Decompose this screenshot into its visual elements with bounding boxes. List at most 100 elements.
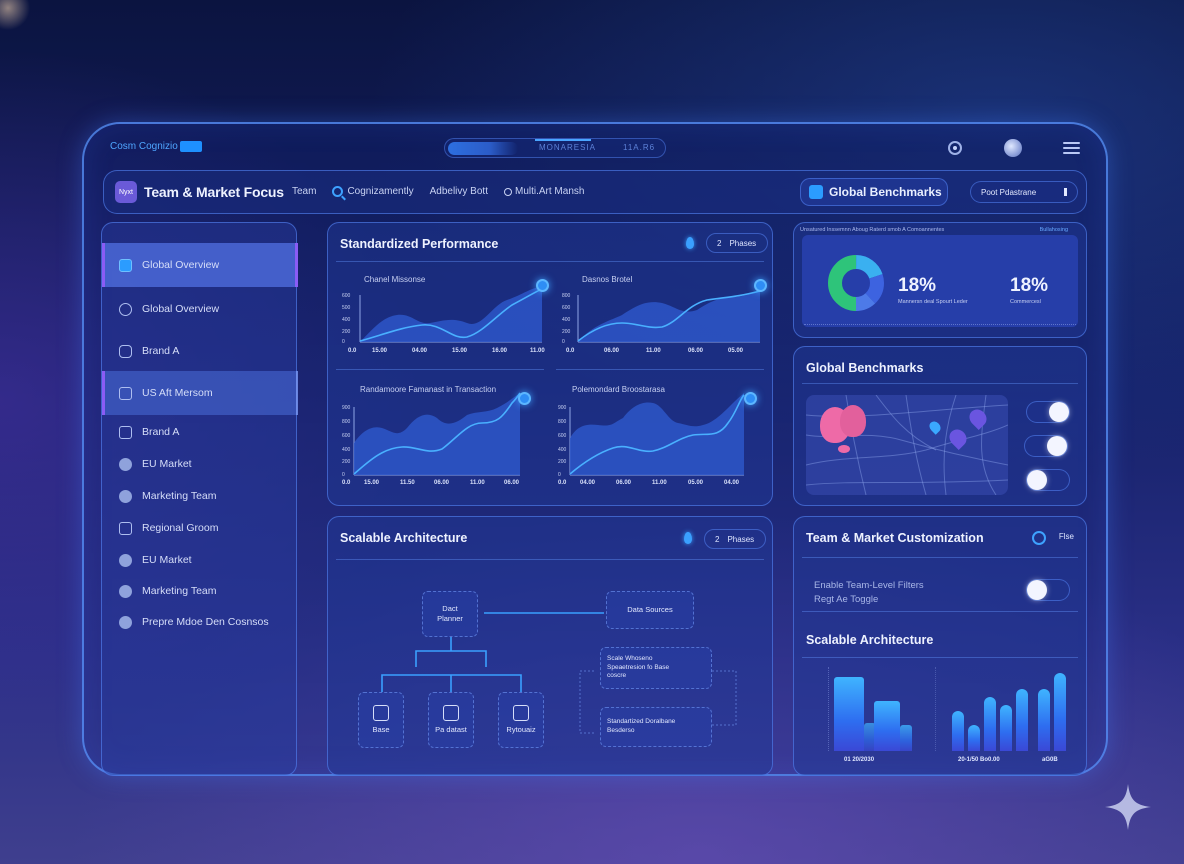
chart-title: Randamoore Famanast in Transaction — [360, 385, 497, 394]
map-heat-blob — [838, 445, 850, 453]
sidebar-item-label: EU Market — [142, 554, 192, 566]
brand-label: Cosm Cognizio — [110, 141, 178, 152]
drop-icon — [684, 532, 692, 544]
sidebar-item-label: Prepre Mdoe Den Cosnsos — [142, 616, 269, 628]
timer-icon[interactable] — [1032, 531, 1046, 545]
progress-fill — [448, 142, 518, 155]
node-scale-box[interactable]: Scale Whoseno Speaetresion fo Base coscr… — [600, 647, 712, 689]
chart-title: Chanel Missonse — [364, 275, 426, 284]
menu-icon[interactable] — [1060, 137, 1082, 159]
divider — [336, 559, 764, 560]
kpi-label-1: Mannersn deal Spourt Leder — [898, 299, 968, 305]
nav-team[interactable]: Team — [292, 186, 317, 197]
sidebar-item-brand-a-2[interactable]: Brand A — [102, 421, 298, 443]
divider — [556, 369, 764, 370]
overview-icon — [119, 258, 132, 272]
customization-subtitle: Scalable Architecture — [806, 633, 934, 647]
progress-line — [535, 139, 591, 141]
globe-icon — [119, 553, 132, 567]
benchmark-toggle-1[interactable] — [1026, 401, 1070, 423]
globe-icon — [503, 187, 512, 196]
sidebar-item-regional-group[interactable]: Regional Groom — [102, 517, 298, 539]
layout-icon — [443, 704, 459, 721]
kpi-header-link[interactable]: Bullahosing — [1039, 227, 1068, 233]
architecture-panel: Scalable Architecture 2 Phases Dact Plan… — [327, 516, 773, 776]
report-icon — [513, 704, 529, 721]
kpi-label-2: Commercesl — [1010, 299, 1041, 305]
chart-title: Polemondard Broostarasa — [572, 385, 665, 394]
donut-chart — [828, 255, 884, 311]
node-data-sources[interactable]: Data Sources — [606, 591, 694, 629]
node-base[interactable]: Base — [358, 692, 404, 748]
globe-icon[interactable] — [1002, 137, 1024, 159]
briefcase-icon — [119, 521, 132, 535]
chart-title: Dasnos Brotel — [582, 275, 633, 284]
nav-multi[interactable]: Multi.Art Mansh — [503, 186, 585, 197]
target-icon[interactable] — [944, 137, 966, 159]
area-chart-3-plot — [353, 392, 521, 476]
kpi-value-2: 18% — [1010, 275, 1049, 296]
globe-icon — [119, 489, 132, 503]
divider — [802, 383, 1078, 384]
divider — [802, 611, 1078, 612]
node-dataset[interactable]: Pa datast — [428, 692, 474, 748]
phases-filter[interactable]: 2 Phases — [704, 529, 766, 549]
chart-marker[interactable] — [518, 392, 531, 405]
app-logo: Nyxt — [115, 181, 137, 203]
sidebar-item-brand-a[interactable]: Brand A — [102, 331, 298, 371]
settings-icon — [119, 615, 132, 629]
sidebar-item-marketing-team[interactable]: Marketing Team — [102, 485, 298, 507]
phases-count: 2 — [717, 238, 722, 248]
sidebar-item-global-overview[interactable]: Global Overview — [102, 243, 298, 287]
filter-setting-text: Enable Team-Level Filters Regt Ae Toggle — [814, 580, 924, 606]
performance-panel: Standardized Performance 2 Phases Chanel… — [327, 222, 773, 506]
sidebar-item-eu-market[interactable]: EU Market — [102, 453, 298, 475]
sidebar-item-us-market[interactable]: US Aft Mersom — [102, 371, 298, 415]
sidebar-item-preferences[interactable]: Prepre Mdoe Den Cosnsos — [102, 611, 298, 633]
chart-marker[interactable] — [744, 392, 757, 405]
bar-icon — [1064, 188, 1067, 196]
sidebar-item-label: US Aft Mersom — [142, 387, 213, 399]
divider — [336, 369, 544, 370]
cup-icon — [119, 386, 132, 400]
grid-icon — [119, 425, 132, 439]
architecture-connectors — [381, 612, 737, 734]
sidebar-item-marketing-team-2[interactable]: Marketing Team — [102, 580, 298, 602]
area-chart-4-plot — [569, 393, 745, 476]
progress-value: 11A.R6 — [623, 143, 656, 152]
phases-label: Phases — [729, 238, 757, 248]
node-reports[interactable]: Rytouaiz — [498, 692, 544, 748]
nav-search[interactable]: Cognizamently — [332, 186, 414, 197]
map-view[interactable] — [806, 395, 1008, 495]
kpi-header-text: Unsatured Inssemnn Aboug Raterd smob A C… — [800, 227, 945, 233]
sidebar-item-eu-market-2[interactable]: EU Market — [102, 549, 298, 571]
customization-panel: Team & Market Customization Flse Enable … — [793, 516, 1087, 776]
sidebar-item-label: Marketing Team — [142, 490, 217, 502]
team-filter-toggle[interactable] — [1026, 579, 1070, 601]
phases-filter[interactable]: 2 Phases — [706, 233, 768, 253]
chart-marker[interactable] — [754, 279, 767, 292]
sidebar-item-label: Brand A — [142, 426, 180, 438]
benchmark-toggle-3[interactable] — [1026, 469, 1070, 491]
nav-multi-label: Multi.Art Mansh — [514, 186, 585, 197]
area-chart-2: Dasnos Brotel 800 600 400 200 0 0.0 06.00 11… — [562, 275, 768, 359]
kpi-value-1: 18% — [898, 275, 937, 296]
node-planner[interactable]: Dact Planner — [422, 591, 478, 637]
sidebar-item-global-overview-2[interactable]: Global Overview — [102, 289, 298, 329]
sidebar-item-label: Global Overview — [142, 259, 220, 271]
progress-bar: MONARESIA 11A.R6 — [444, 138, 666, 158]
bar-label-1: 01 20/2030 — [844, 757, 875, 763]
database-icon — [373, 704, 389, 721]
benchmark-toggle-2[interactable] — [1024, 435, 1068, 457]
sidebar-item-label: EU Market — [142, 458, 192, 470]
shield-icon — [119, 344, 132, 358]
node-standardized-box[interactable]: Standartized Doralbane Besderso — [600, 707, 712, 747]
bar-chart — [810, 667, 1076, 751]
period-selector[interactable]: Poot Pdastrane — [970, 181, 1078, 203]
user-badge-icon — [119, 302, 132, 316]
nav-activity[interactable]: Adbelivy Bott — [429, 186, 488, 197]
chart-marker[interactable] — [536, 279, 549, 292]
nav-search-label: Cognizamently — [347, 186, 414, 197]
sparkle-icon — [1105, 784, 1151, 830]
global-benchmarks-button[interactable]: Global Benchmarks — [800, 178, 948, 206]
